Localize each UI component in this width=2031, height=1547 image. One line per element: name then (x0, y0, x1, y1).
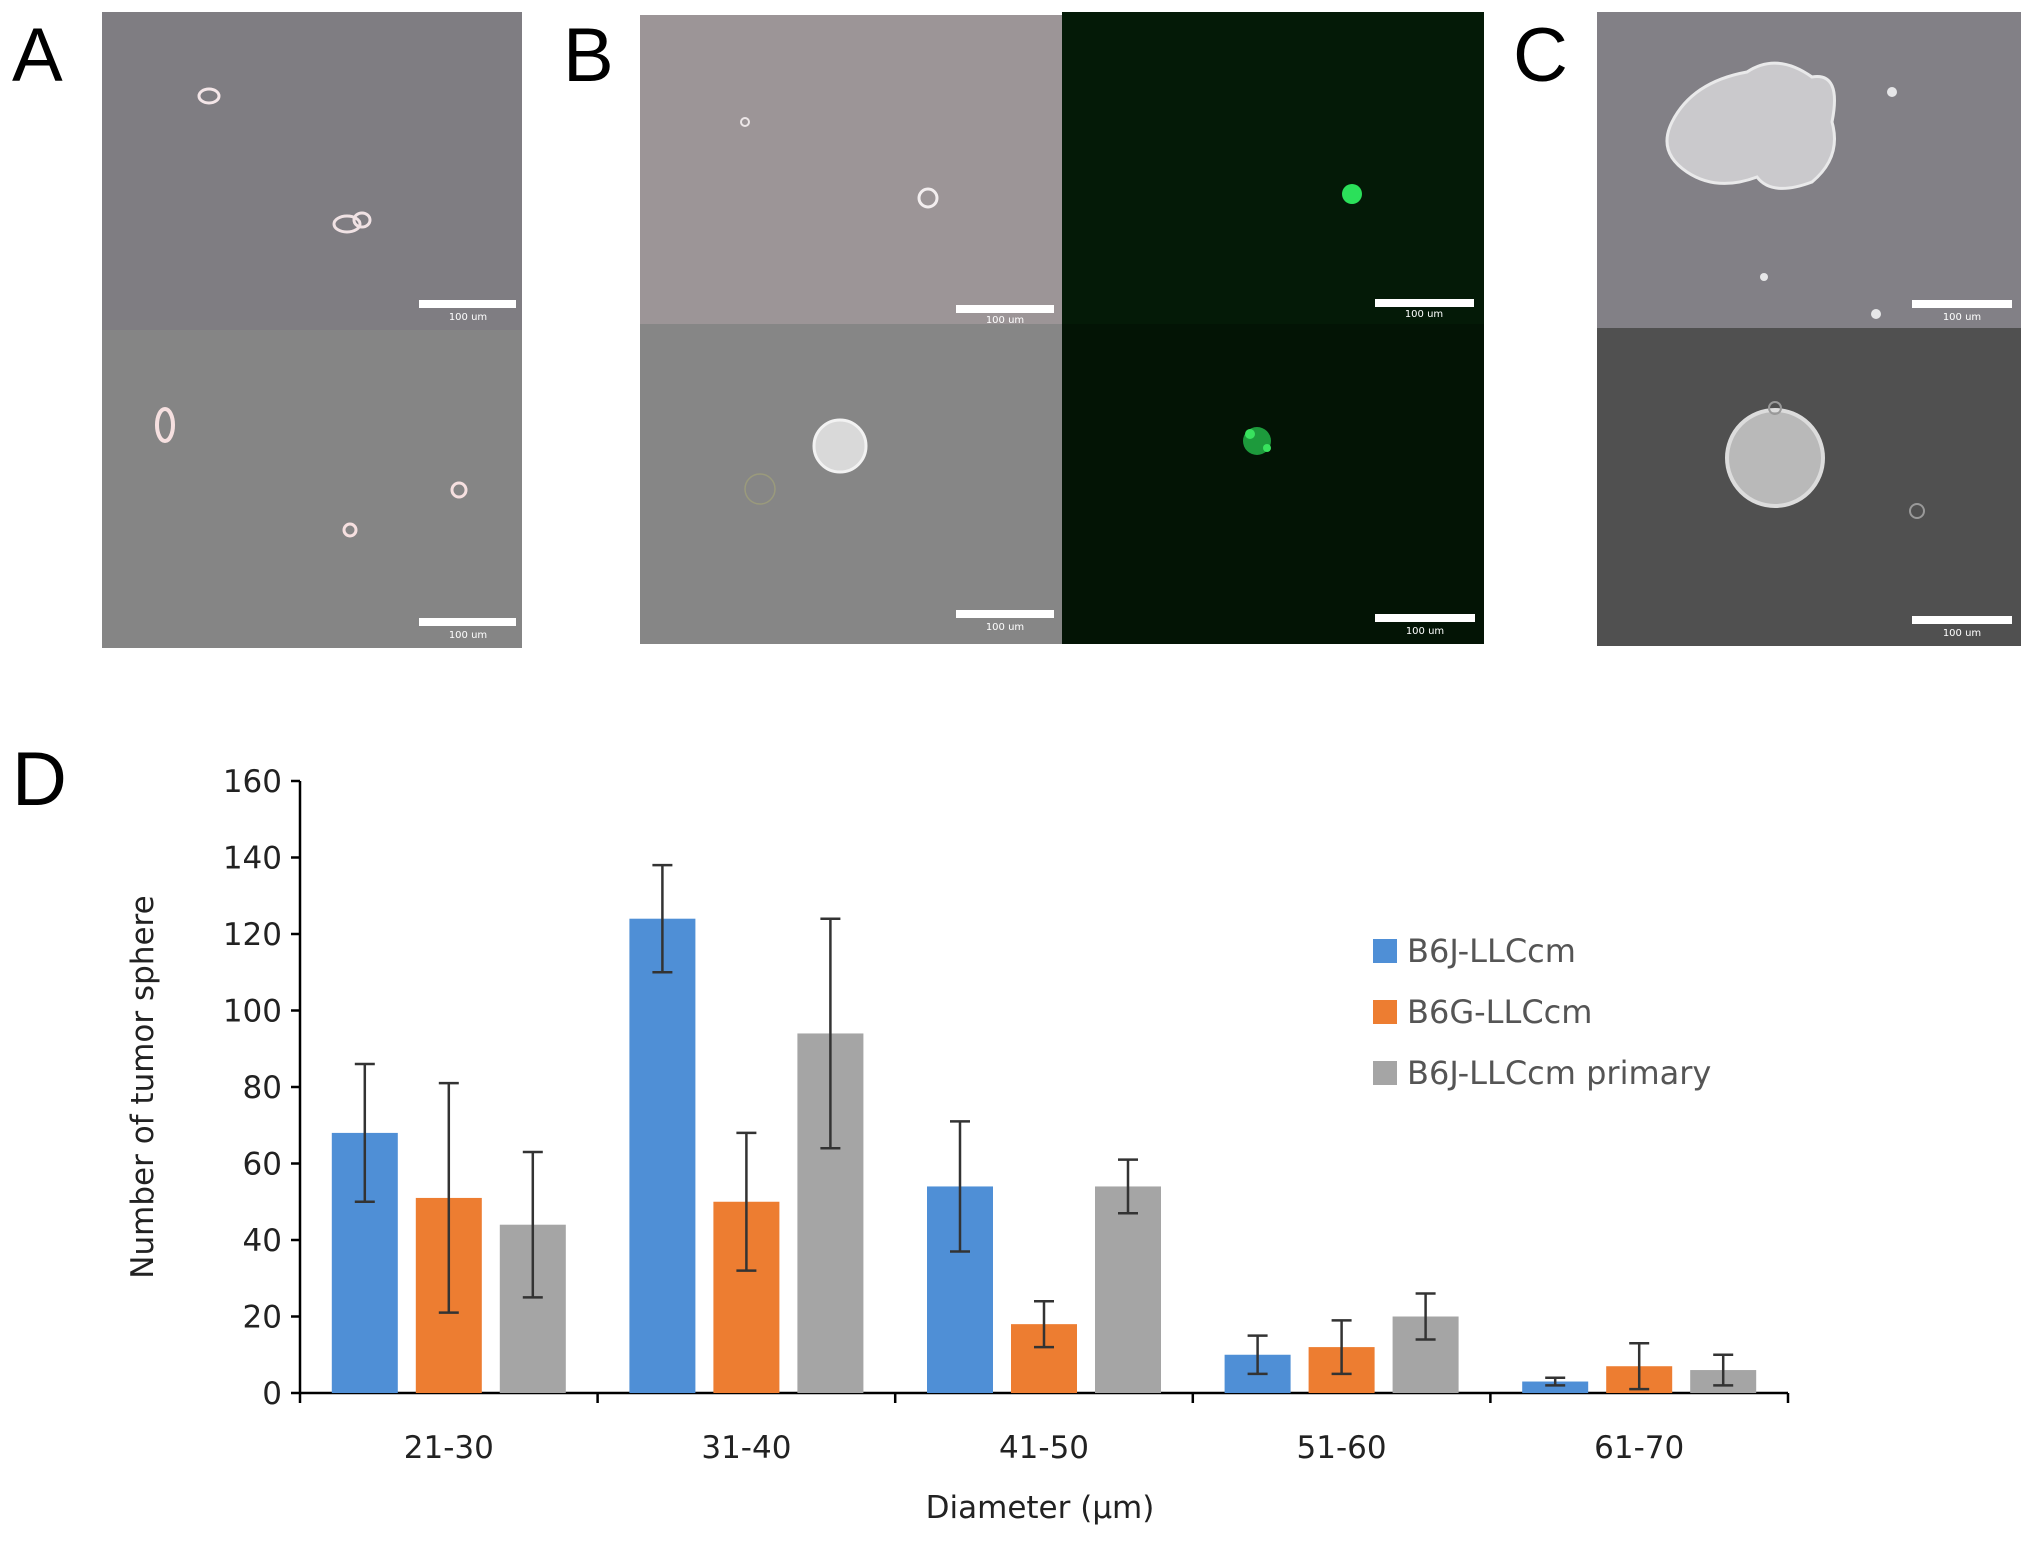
bar (1522, 1381, 1589, 1393)
micrograph-b-fluorescence-top: 100 um (1062, 12, 1484, 324)
sphere-c-bottom (1725, 401, 1925, 519)
cell-clusters-b-top (740, 117, 939, 209)
y-axis-title: Number of tumor sphere (125, 895, 161, 1278)
bar-chart: 0 20 40 60 80 100 120 140 160 21-30 31-40 41-50 51-6… (125, 764, 1790, 1526)
legend-label: B6J-LLCcm primary (1407, 1054, 1711, 1092)
panel-label-d: D (12, 737, 67, 822)
x-tick-label: 41-50 (999, 1430, 1089, 1466)
micrograph-a-top: 100 um (102, 12, 522, 330)
x-axis-title: Diameter (μm) (926, 1490, 1155, 1526)
y-tick-label: 100 (223, 994, 282, 1030)
micrograph-b-fluorescence-bottom: 100 um (1062, 324, 1484, 644)
panel-label-a: A (12, 13, 63, 98)
scale-bar-b-bottom (956, 610, 1054, 618)
sphere-b-bottom (744, 418, 868, 505)
scale-label-b-fluor-bottom: 100 um (1405, 626, 1445, 637)
panel-label-b: B (563, 13, 614, 98)
scale-bar-a-bottom (419, 618, 516, 626)
y-tick-label: 60 (243, 1147, 282, 1183)
scale-label-c-bottom: 100 um (1942, 628, 1982, 639)
scale-bar-b-fluor-top (1375, 299, 1474, 307)
y-tick-label: 160 (223, 764, 282, 800)
cluster-c-top (1665, 61, 1897, 319)
y-tick-label: 120 (223, 917, 282, 953)
legend-swatch (1373, 939, 1397, 963)
x-tick-label: 31-40 (701, 1430, 791, 1466)
bar (1095, 1186, 1161, 1393)
scale-bar-b-top (956, 305, 1054, 313)
scale-label-a-bottom: 100 um (448, 630, 488, 641)
cell-clusters-a-top (197, 87, 372, 234)
y-tick-label: 20 (243, 1300, 282, 1336)
legend-swatch (1373, 1000, 1397, 1024)
micrograph-b-brightfield-bottom: 100 um (640, 324, 1062, 644)
legend-label: B6G-LLCcm (1407, 993, 1592, 1031)
fluorescent-sphere-b-bottom (1243, 427, 1271, 455)
fluorescent-cell-b-top (1342, 184, 1362, 204)
y-tick-label: 80 (243, 1070, 282, 1106)
bar (629, 918, 696, 1393)
scale-label-a-top: 100 um (448, 312, 488, 323)
legend-swatch (1373, 1061, 1397, 1085)
scale-label-b-top: 100 um (985, 315, 1025, 324)
y-tick-label: 0 (262, 1376, 282, 1412)
legend-label: B6J-LLCcm (1407, 932, 1576, 970)
x-tick-label: 61-70 (1594, 1430, 1684, 1466)
scale-label-c-top: 100 um (1942, 312, 1982, 323)
micrograph-b-brightfield-top: 100 um (640, 15, 1062, 324)
scale-bar-a-top (419, 300, 516, 308)
micrograph-c-bottom: 100 um (1597, 328, 2021, 646)
scale-bar-c-top (1912, 300, 2012, 308)
x-tick-label: 51-60 (1297, 1430, 1387, 1466)
y-tick-label: 40 (243, 1223, 282, 1259)
micrograph-c-top: 100 um (1597, 12, 2021, 328)
x-tick-label: 21-30 (404, 1430, 494, 1466)
panel-label-c: C (1513, 13, 1568, 98)
scale-label-b-fluor-top: 100 um (1404, 309, 1444, 320)
scale-bar-b-fluor-bottom (1375, 614, 1475, 622)
scale-label-b-bottom: 100 um (985, 622, 1025, 633)
micrograph-a-bottom: 100 um (102, 330, 522, 648)
cell-clusters-a-bottom (155, 407, 468, 538)
scale-bar-c-bottom (1912, 616, 2012, 624)
y-tick-label: 140 (223, 841, 282, 877)
